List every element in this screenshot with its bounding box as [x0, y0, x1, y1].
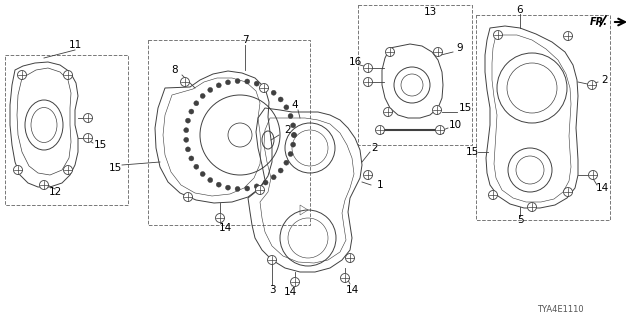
Text: 15: 15 — [465, 147, 479, 157]
Circle shape — [493, 30, 502, 39]
Circle shape — [284, 105, 289, 110]
Circle shape — [589, 171, 598, 180]
Text: 4: 4 — [292, 100, 298, 110]
Bar — [476, 15, 610, 220]
Text: 14: 14 — [284, 287, 296, 297]
Circle shape — [189, 156, 194, 161]
Circle shape — [186, 147, 191, 152]
Circle shape — [376, 125, 385, 134]
Circle shape — [263, 85, 268, 90]
Circle shape — [208, 87, 212, 92]
Circle shape — [288, 114, 293, 118]
Circle shape — [563, 31, 573, 41]
Circle shape — [383, 108, 392, 116]
Circle shape — [254, 81, 259, 86]
Circle shape — [184, 193, 193, 202]
Circle shape — [284, 160, 289, 165]
Circle shape — [527, 203, 536, 212]
Text: TYA4E1110: TYA4E1110 — [537, 306, 583, 315]
Text: 13: 13 — [424, 7, 436, 17]
Circle shape — [186, 118, 191, 123]
Text: 3: 3 — [269, 285, 275, 295]
Circle shape — [271, 90, 276, 95]
Circle shape — [364, 63, 372, 73]
Circle shape — [235, 187, 240, 191]
Bar — [148, 40, 310, 225]
Text: FR.: FR. — [590, 17, 608, 27]
Circle shape — [244, 186, 250, 191]
Text: 9: 9 — [457, 43, 463, 53]
Text: 2: 2 — [285, 125, 291, 135]
Circle shape — [13, 165, 22, 174]
Text: 11: 11 — [68, 40, 82, 50]
Circle shape — [268, 255, 276, 265]
Circle shape — [563, 188, 573, 196]
Circle shape — [189, 109, 194, 114]
Circle shape — [364, 77, 372, 86]
Circle shape — [184, 137, 189, 142]
Circle shape — [216, 182, 221, 187]
Circle shape — [208, 178, 212, 183]
Circle shape — [340, 274, 349, 283]
Circle shape — [364, 171, 372, 180]
Circle shape — [200, 93, 205, 99]
Circle shape — [244, 79, 250, 84]
Text: 7: 7 — [242, 35, 248, 45]
Circle shape — [63, 70, 72, 79]
Circle shape — [278, 97, 283, 102]
Text: 2: 2 — [372, 143, 378, 153]
Circle shape — [278, 168, 283, 173]
Bar — [5, 55, 128, 205]
Circle shape — [216, 83, 221, 88]
Text: 15: 15 — [108, 163, 122, 173]
Circle shape — [254, 184, 259, 189]
Circle shape — [216, 213, 225, 222]
Circle shape — [291, 277, 300, 286]
Circle shape — [225, 80, 230, 85]
Circle shape — [235, 78, 240, 84]
Text: 2: 2 — [602, 75, 608, 85]
Text: 16: 16 — [348, 57, 362, 67]
Circle shape — [263, 180, 268, 185]
Circle shape — [200, 172, 205, 177]
Circle shape — [488, 190, 497, 199]
Text: 10: 10 — [449, 120, 461, 130]
Text: 14: 14 — [595, 183, 609, 193]
Text: 15: 15 — [458, 103, 472, 113]
Circle shape — [180, 77, 189, 86]
Circle shape — [271, 175, 276, 180]
Circle shape — [17, 70, 26, 79]
Circle shape — [346, 253, 355, 262]
Circle shape — [184, 128, 189, 133]
Circle shape — [385, 47, 394, 57]
Circle shape — [40, 180, 49, 189]
Circle shape — [194, 164, 199, 169]
Circle shape — [63, 165, 72, 174]
Circle shape — [194, 101, 199, 106]
Bar — [358, 5, 472, 145]
Text: 14: 14 — [346, 285, 358, 295]
Text: 12: 12 — [49, 187, 61, 197]
Circle shape — [255, 186, 264, 195]
Text: 6: 6 — [516, 5, 524, 15]
Circle shape — [288, 151, 293, 156]
Circle shape — [83, 133, 93, 142]
Circle shape — [83, 114, 93, 123]
Text: 14: 14 — [218, 223, 232, 233]
Text: 15: 15 — [93, 140, 107, 150]
Text: 5: 5 — [516, 215, 524, 225]
Circle shape — [588, 81, 596, 90]
Circle shape — [433, 106, 442, 115]
Circle shape — [291, 142, 296, 147]
Text: 1: 1 — [377, 180, 383, 190]
Circle shape — [291, 132, 296, 138]
Text: 8: 8 — [172, 65, 179, 75]
Circle shape — [259, 84, 269, 92]
Circle shape — [291, 123, 296, 128]
Circle shape — [433, 47, 442, 57]
Circle shape — [225, 185, 230, 190]
Circle shape — [291, 132, 296, 138]
Circle shape — [435, 125, 445, 134]
